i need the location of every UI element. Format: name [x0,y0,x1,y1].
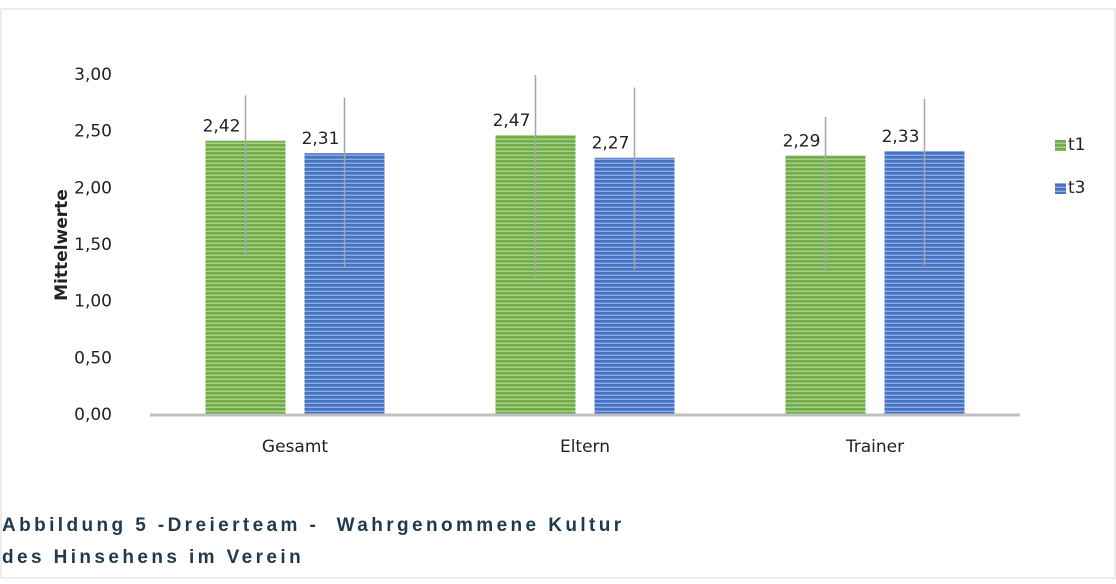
x-tick-label: Gesamt [262,437,328,457]
x-tick-label: Eltern [560,437,610,457]
y-tick-label: 2,00 [74,178,112,198]
y-tick-label: 0,00 [74,405,112,425]
y-tick-label: 1,50 [74,235,112,255]
data-label: 2,31 [302,129,340,149]
legend-swatch [1055,140,1066,151]
y-axis-label: Mittelwerte [52,189,72,301]
legend-label: t3 [1068,178,1085,198]
y-tick-label: 2,50 [74,122,112,142]
y-tick-label: 0,50 [74,348,112,368]
data-label: 2,47 [493,111,531,131]
legend-swatch [1055,183,1066,194]
data-label: 2,33 [882,127,920,147]
y-tick-label: 3,00 [74,65,112,85]
caption: Abbildung 5 -Dreierteam - Wahrgenommene … [2,515,625,536]
caption: des Hinsehens im Verein [2,547,304,568]
y-tick-label: 1,00 [74,292,112,312]
data-label: 2,42 [203,117,241,137]
x-tick-label: Trainer [845,437,904,457]
legend-label: t1 [1068,135,1085,155]
data-label: 2,27 [592,134,630,154]
data-label: 2,29 [783,131,821,151]
